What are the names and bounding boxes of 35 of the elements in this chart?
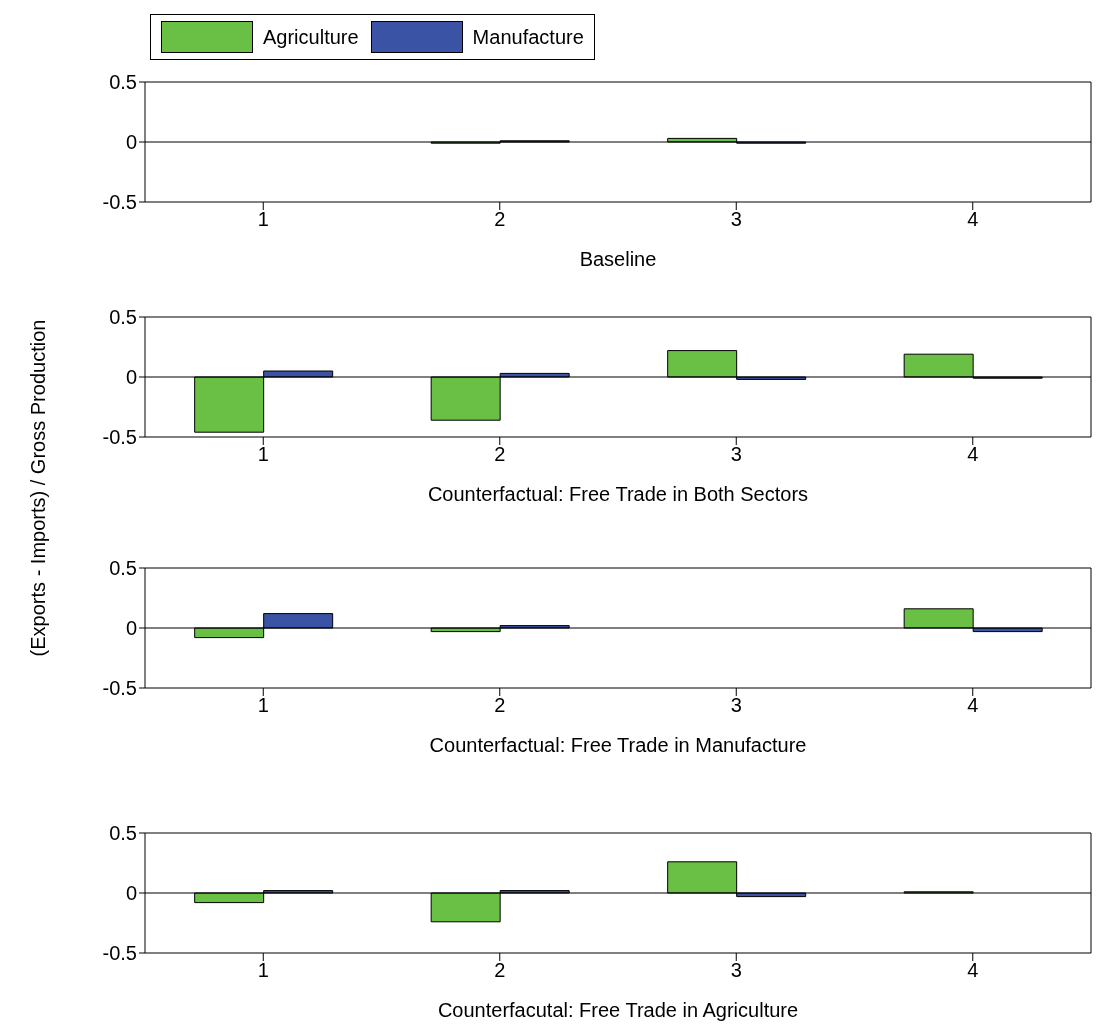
x-tick-label: 2 <box>494 694 506 717</box>
x-tick-label: 2 <box>494 959 506 982</box>
y-tick-label: 0 <box>125 882 137 905</box>
y-tick-label: 0 <box>125 617 137 640</box>
x-tick-label: 3 <box>730 208 742 231</box>
y-tick-label: -0.5 <box>102 426 137 449</box>
y-tick-label: -0.5 <box>102 942 137 965</box>
y-tick-label: 0.5 <box>109 557 137 580</box>
x-tick-label: 4 <box>967 443 979 466</box>
y-tick-label: 0 <box>125 131 137 154</box>
y-tick-label: 0.5 <box>109 822 137 845</box>
x-tick-label: 2 <box>494 443 506 466</box>
x-tick-label: 1 <box>257 694 269 717</box>
x-tick-label: 4 <box>967 694 979 717</box>
x-tick-label: 1 <box>257 959 269 982</box>
y-tick-label: -0.5 <box>102 191 137 214</box>
x-axis-title: Counterfactual: Free Trade in Manufacture <box>429 734 807 756</box>
legend-label: Manufacture <box>472 25 584 49</box>
x-tick-label: 3 <box>730 443 742 466</box>
x-tick-label: 4 <box>967 208 979 231</box>
y-tick-label: -0.5 <box>102 677 137 700</box>
x-tick-label: 2 <box>494 208 506 231</box>
x-axis-title: Baseline <box>579 248 657 270</box>
x-tick-label: 3 <box>730 694 742 717</box>
x-tick-label: 1 <box>257 208 269 231</box>
y-tick-label: 0 <box>125 366 137 389</box>
x-tick-label: 4 <box>967 959 979 982</box>
y-tick-label: 0.5 <box>109 306 137 329</box>
x-tick-label: 3 <box>730 959 742 982</box>
x-axis-title: Counterfacutal: Free Trade in Agriculture <box>437 999 799 1021</box>
legend-label: Agriculture <box>263 25 359 49</box>
x-tick-label: 1 <box>257 443 269 466</box>
x-axis-title: Counterfactual: Free Trade in Both Sectors <box>427 483 809 505</box>
y-axis-title: (Exports - Imports) / Gross Production <box>26 319 50 657</box>
y-tick-label: 0.5 <box>109 71 137 94</box>
